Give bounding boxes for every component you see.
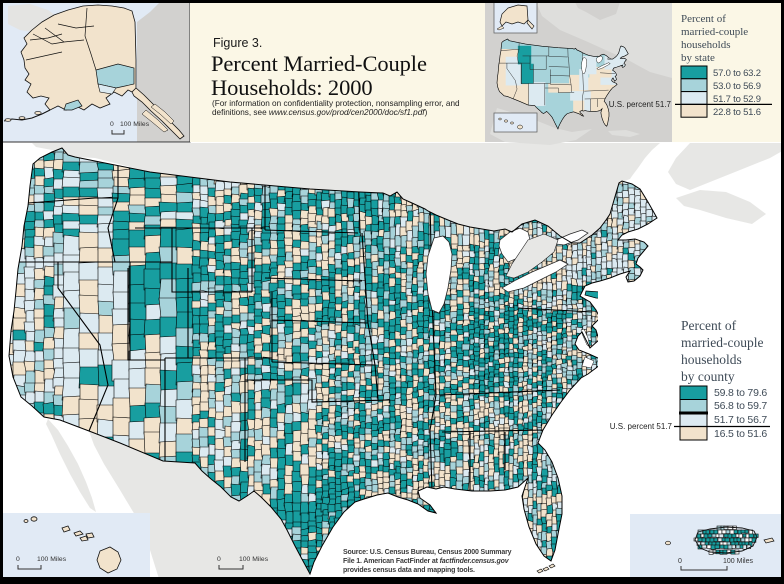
svg-text:100 Miles: 100 Miles [37,556,67,563]
svg-text:0: 0 [678,558,682,565]
svg-text:100 Miles: 100 Miles [239,556,269,563]
svg-text:59.8 to 79.656.8 to 59.751.7 t: 59.8 to 79.6 56.8 to 59.7 51.7 to 56.7 16.5… [714,387,767,440]
svg-text:U.S. percent 51.7: U.S. percent 51.7 [610,422,673,431]
svg-text:0: 0 [217,556,221,563]
svg-text:100 Miles: 100 Miles [723,558,753,565]
svg-text:0: 0 [110,121,114,128]
svg-text:100 Miles: 100 Miles [120,121,150,128]
svg-text:Figure 3.: Figure 3. [213,36,262,50]
svg-text:U.S. percent 51.7: U.S. percent 51.7 [609,100,672,109]
svg-text:0: 0 [16,556,20,563]
svg-text:(For information on confidenti: (For information on confidentiality prot… [212,99,462,117]
